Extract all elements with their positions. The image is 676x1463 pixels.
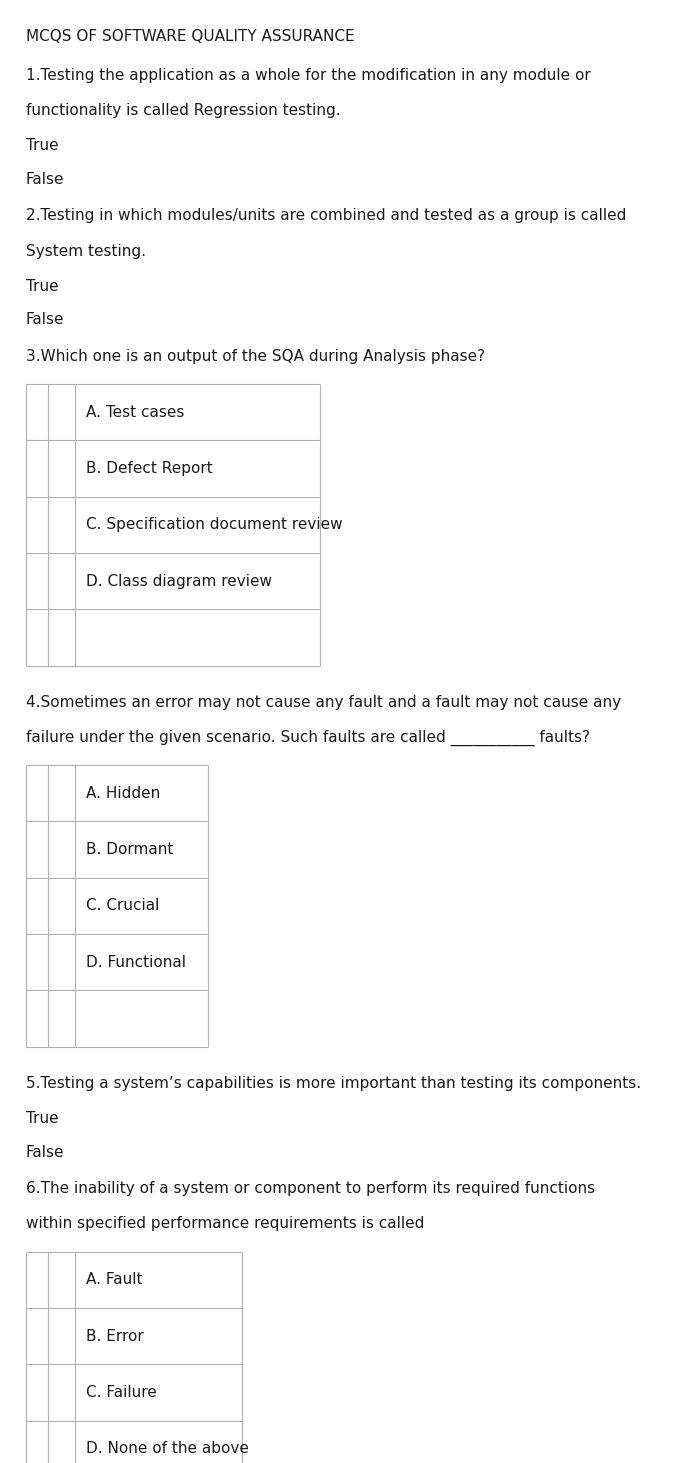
- Text: D. Class diagram review: D. Class diagram review: [86, 573, 272, 588]
- Text: A. Hidden: A. Hidden: [86, 786, 160, 800]
- Text: A. Fault: A. Fault: [86, 1273, 143, 1287]
- Text: C. Crucial: C. Crucial: [86, 898, 160, 913]
- Text: 4.Sometimes an error may not cause any fault and a fault may not cause any: 4.Sometimes an error may not cause any f…: [26, 695, 621, 710]
- Text: D. None of the above: D. None of the above: [86, 1441, 249, 1456]
- Text: functionality is called Regression testing.: functionality is called Regression testi…: [26, 102, 340, 119]
- Text: C. Failure: C. Failure: [86, 1385, 157, 1400]
- Text: 3.Which one is an output of the SQA during Analysis phase?: 3.Which one is an output of the SQA duri…: [26, 350, 485, 364]
- Text: D. Functional: D. Functional: [86, 955, 186, 970]
- Text: B. Defect Report: B. Defect Report: [86, 461, 212, 475]
- Text: 1.Testing the application as a whole for the modification in any module or: 1.Testing the application as a whole for…: [26, 67, 590, 83]
- Text: False: False: [26, 173, 64, 187]
- Text: True: True: [26, 1112, 58, 1127]
- Text: System testing.: System testing.: [26, 243, 146, 259]
- Text: B. Dormant: B. Dormant: [86, 843, 173, 857]
- Text: A. Test cases: A. Test cases: [86, 405, 185, 420]
- Text: False: False: [26, 313, 64, 328]
- Text: failure under the given scenario. Such faults are called ___________ faults?: failure under the given scenario. Such f…: [26, 730, 589, 746]
- Text: True: True: [26, 278, 58, 294]
- Text: within specified performance requirements is called: within specified performance requirement…: [26, 1217, 424, 1232]
- Text: True: True: [26, 138, 58, 154]
- Text: False: False: [26, 1146, 64, 1160]
- Text: C. Specification document review: C. Specification document review: [86, 518, 343, 533]
- Text: MCQS OF SOFTWARE QUALITY ASSURANCE: MCQS OF SOFTWARE QUALITY ASSURANCE: [26, 29, 354, 44]
- Text: 2.Testing in which modules/units are combined and tested as a group is called: 2.Testing in which modules/units are com…: [26, 209, 626, 224]
- Text: 5.Testing a system’s capabilities is more important than testing its components.: 5.Testing a system’s capabilities is mor…: [26, 1077, 641, 1091]
- Text: 6.The inability of a system or component to perform its required functions: 6.The inability of a system or component…: [26, 1182, 595, 1197]
- Text: B. Error: B. Error: [86, 1328, 143, 1343]
